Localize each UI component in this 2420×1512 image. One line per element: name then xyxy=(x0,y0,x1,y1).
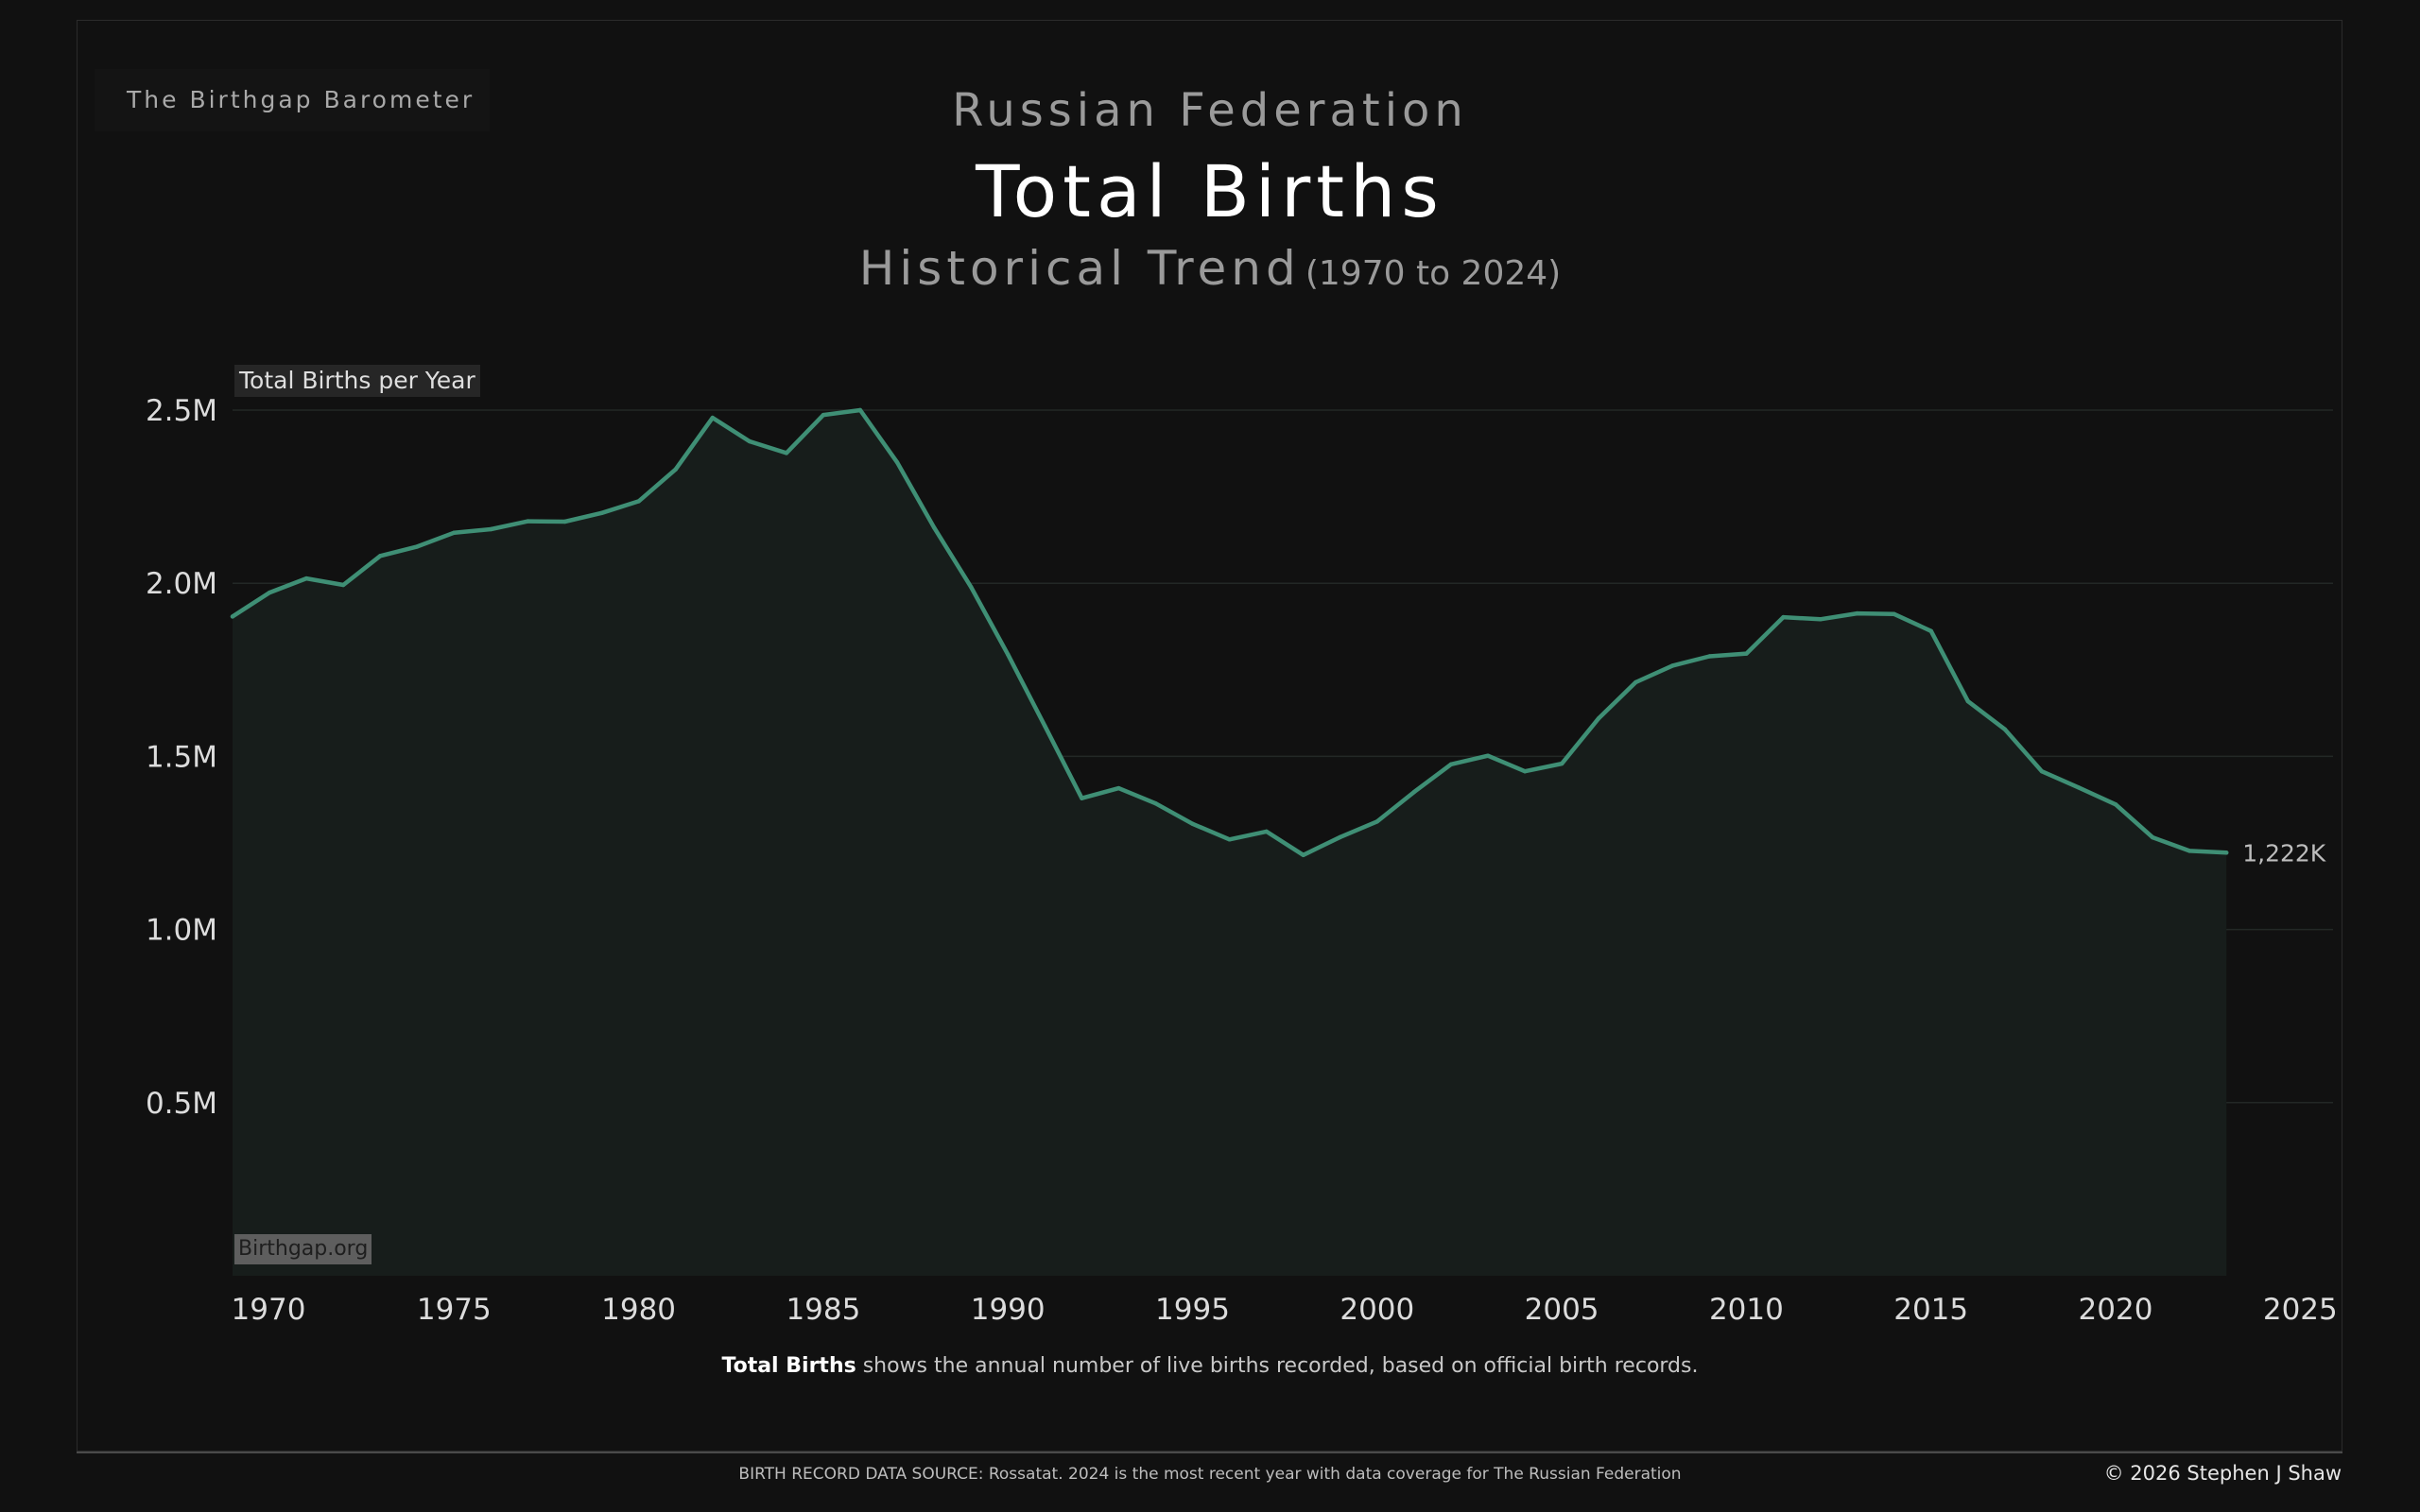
data-point xyxy=(1116,785,1121,791)
data-point xyxy=(526,519,530,524)
chart-caption: Total Births shows the annual number of … xyxy=(0,1354,2420,1378)
x-tick-label: 2025 xyxy=(2263,1293,2338,1327)
data-point xyxy=(784,451,789,455)
data-point xyxy=(1227,837,1232,842)
data-point xyxy=(821,412,826,418)
x-tick-label: 2015 xyxy=(1893,1293,1968,1327)
chart-subtitle: Historical Trend (1970 to 2024) xyxy=(0,238,2420,310)
y-tick-label: 2.5M xyxy=(146,394,217,428)
y-axis-label: Total Births per Year xyxy=(234,365,480,397)
data-point xyxy=(1781,614,1786,620)
data-point xyxy=(1448,762,1454,766)
data-point xyxy=(710,415,715,421)
data-point xyxy=(599,510,604,515)
data-point xyxy=(2187,849,2192,853)
caption-text: shows the annual number of live births r… xyxy=(856,1354,1699,1378)
data-point xyxy=(1597,715,1601,721)
y-tick-label: 0.5M xyxy=(146,1087,217,1121)
data-point xyxy=(747,438,752,444)
data-point xyxy=(636,499,641,504)
data-point xyxy=(267,590,272,595)
data-point xyxy=(378,554,383,558)
data-point xyxy=(1153,801,1158,806)
data-point xyxy=(1411,789,1417,795)
data-point xyxy=(1043,724,1047,729)
data-point xyxy=(1006,652,1011,657)
x-tick-label: 1980 xyxy=(601,1293,676,1327)
data-source-note: BIRTH RECORD DATA SOURCE: Rossatat. 2024… xyxy=(738,1465,1682,1484)
dashboard-frame xyxy=(77,20,2342,1452)
x-tick-label: 2005 xyxy=(1525,1293,1599,1327)
data-point xyxy=(1634,679,1638,685)
data-point xyxy=(1892,611,1896,616)
watermark: Birthgap.org xyxy=(234,1234,372,1264)
data-point xyxy=(2113,802,2118,807)
y-tick-label: 1.0M xyxy=(146,914,217,948)
data-point xyxy=(969,585,974,590)
data-point xyxy=(1374,819,1380,824)
data-point xyxy=(673,467,678,472)
copyright: © 2026 Stephen J Shaw xyxy=(2103,1462,2342,1485)
x-tick-label: 1995 xyxy=(1155,1293,1230,1327)
data-point xyxy=(452,530,457,535)
data-point xyxy=(341,582,346,588)
data-point xyxy=(1338,834,1343,839)
x-tick-label: 2020 xyxy=(2079,1293,2153,1327)
page-title: Total Births xyxy=(976,149,1444,233)
data-point xyxy=(1264,829,1269,834)
brand-label: The Birthgap Barometer xyxy=(95,69,490,131)
data-point xyxy=(2150,834,2155,840)
data-point xyxy=(1301,852,1305,857)
x-tick-label: 2010 xyxy=(1709,1293,1784,1327)
data-point xyxy=(1670,663,1675,668)
subtitle-range: (1970 to 2024) xyxy=(1305,254,1562,293)
data-point xyxy=(1560,761,1564,766)
data-point xyxy=(931,525,937,530)
y-tick-label: 1.5M xyxy=(146,740,217,774)
x-tick-label: 2000 xyxy=(1340,1293,1414,1327)
data-point xyxy=(1928,628,1934,633)
data-point xyxy=(1522,769,1528,774)
data-point xyxy=(2039,769,2045,774)
x-tick-label: 1970 xyxy=(232,1293,306,1327)
data-point xyxy=(303,576,309,581)
data-point xyxy=(2002,727,2008,731)
data-point xyxy=(2076,785,2082,790)
y-tick-label: 2.0M xyxy=(146,567,217,601)
data-point xyxy=(1190,821,1195,826)
data-point xyxy=(1855,610,1859,616)
data-point xyxy=(857,407,863,413)
series-area xyxy=(233,410,2227,1276)
data-point xyxy=(1080,796,1084,800)
subtitle-text: Historical Trend xyxy=(858,241,1301,296)
footer-divider xyxy=(77,1452,2342,1453)
data-point xyxy=(1485,753,1491,758)
x-tick-label: 1990 xyxy=(971,1293,1046,1327)
data-point xyxy=(1707,654,1712,659)
data-point xyxy=(1818,617,1823,622)
caption-bold: Total Births xyxy=(721,1354,856,1378)
data-point xyxy=(230,614,235,619)
data-point xyxy=(1744,651,1749,656)
end-value-label: 1,222K xyxy=(2242,839,2326,867)
data-point xyxy=(1965,698,1970,704)
data-point xyxy=(415,544,420,549)
data-point xyxy=(562,519,567,524)
data-point xyxy=(894,460,900,465)
country-title: Russian Federation xyxy=(952,84,1468,137)
x-tick-label: 1985 xyxy=(786,1293,860,1327)
x-tick-label: 1975 xyxy=(417,1293,492,1327)
data-point xyxy=(2224,850,2229,855)
data-point xyxy=(489,526,493,532)
